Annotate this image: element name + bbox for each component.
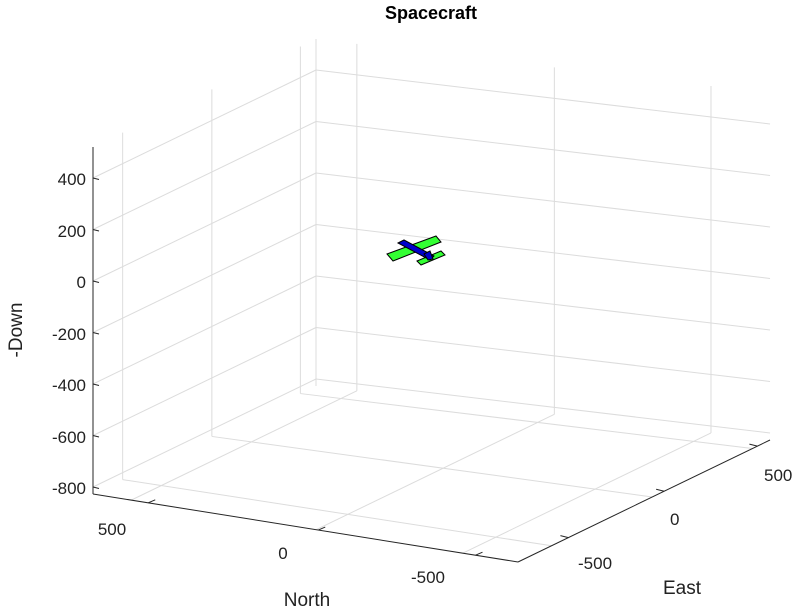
- grid-line: [315, 413, 555, 531]
- east-tick-label: 500: [764, 466, 792, 485]
- grid-line: [92, 69, 317, 179]
- grid-line: [315, 172, 771, 228]
- z-tick: [92, 486, 100, 489]
- down-tick-labels: 400 200 0 -200 -400 -600 -800: [52, 170, 86, 498]
- grid-line: [122, 479, 552, 547]
- east-tick-label: 0: [670, 510, 679, 529]
- x-axis-line: [92, 493, 519, 563]
- x-axis-label: North: [284, 590, 330, 610]
- z-tick: [92, 229, 100, 232]
- grid-line: [92, 224, 317, 333]
- down-tick-label: -600: [52, 428, 86, 447]
- z-tick: [92, 332, 100, 335]
- grid-line: [462, 432, 712, 554]
- y-tick: [560, 535, 569, 539]
- y-tick: [749, 443, 758, 447]
- down-tick-label: -800: [52, 479, 86, 498]
- north-tick-label: 500: [98, 520, 126, 539]
- spacecraft-model: [386, 235, 446, 266]
- down-tick-label: 400: [58, 170, 86, 189]
- east-tick-label: -500: [578, 554, 612, 573]
- z-axis-label: -Down: [6, 303, 27, 358]
- y-axis-label: East: [663, 578, 702, 599]
- grid-line: [131, 390, 358, 501]
- north-tick-label: 0: [278, 544, 287, 563]
- vertical-fin: [423, 250, 434, 261]
- z-tick: [92, 383, 100, 386]
- grid-line: [92, 275, 317, 385]
- down-tick-label: -400: [52, 376, 86, 395]
- grid-line: [315, 224, 771, 279]
- z-tick: [92, 177, 100, 180]
- axes: [92, 147, 771, 563]
- x-tick: [318, 526, 326, 531]
- down-tick-label: 0: [77, 273, 86, 292]
- down-tick-label: 200: [58, 222, 86, 241]
- grid-line: [315, 121, 771, 176]
- grid-lines: [92, 39, 771, 554]
- grid-line: [92, 172, 317, 282]
- grid-line: [315, 327, 771, 382]
- grid-line: [315, 69, 771, 125]
- down-tick-label: -200: [52, 325, 86, 344]
- x-tick: [148, 499, 156, 504]
- z-tick: [92, 435, 100, 438]
- grid-line: [300, 393, 753, 450]
- grid-line: [92, 121, 317, 230]
- x-tick: [475, 551, 483, 556]
- north-tick-label: -500: [411, 568, 445, 587]
- grid-line: [92, 378, 317, 488]
- grid-line: [211, 435, 653, 498]
- grid-line: [92, 327, 317, 436]
- grid-line: [315, 275, 771, 331]
- chart-title: Spacecraft: [385, 3, 477, 23]
- north-tick-labels: 500 0 -500: [98, 520, 445, 587]
- east-tick-labels: -500 0 500: [578, 466, 792, 573]
- y-tick: [656, 488, 665, 492]
- y-axis-line: [517, 439, 771, 563]
- z-tick: [92, 280, 100, 283]
- grid-line: [315, 378, 771, 434]
